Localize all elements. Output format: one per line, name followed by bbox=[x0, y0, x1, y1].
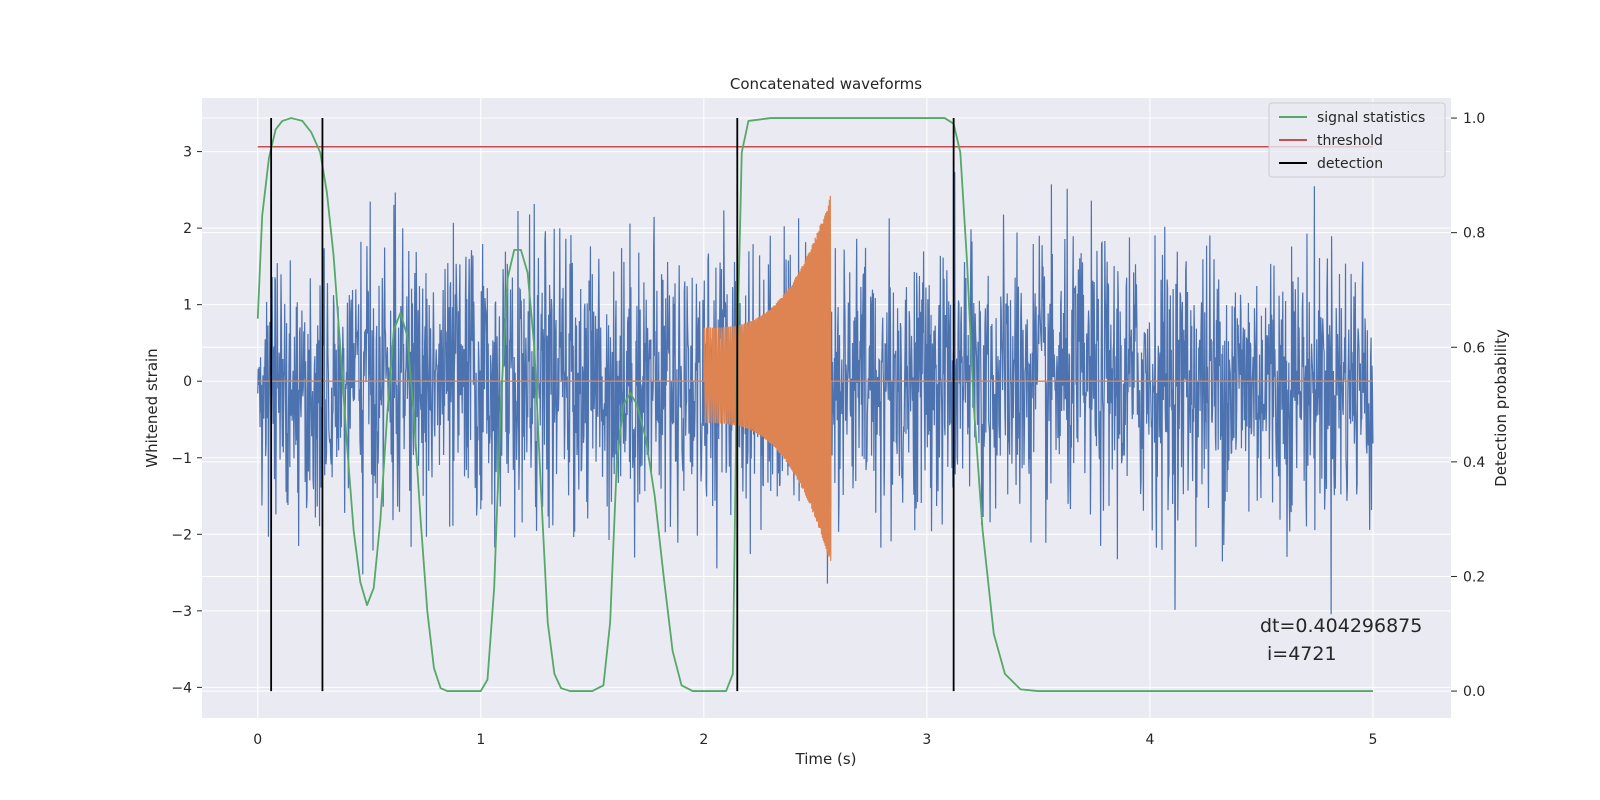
x-tick-label: 1 bbox=[476, 732, 485, 748]
y-axis-ticks: −4 −3 −2 −1 0 1 2 3 bbox=[171, 145, 202, 696]
injected-waveform-series bbox=[257, 195, 1373, 561]
y-tick-label: −4 bbox=[171, 680, 192, 696]
y-tick-label: 1 bbox=[183, 298, 192, 314]
y-tick-label: −2 bbox=[171, 527, 192, 543]
legend-label-detection: detection bbox=[1317, 156, 1383, 172]
y-tick-label: 0 bbox=[183, 374, 192, 390]
legend-label-signal-statistics: signal statistics bbox=[1317, 110, 1425, 126]
y-tick-label: −3 bbox=[171, 604, 192, 620]
y2-axis-ticks: 0.0 0.2 0.4 0.6 0.8 1.0 bbox=[1451, 111, 1485, 700]
signal-statistics-line bbox=[256, 117, 1373, 692]
legend: signal statistics threshold detection bbox=[1268, 102, 1446, 178]
y2-tick-label: 0.4 bbox=[1463, 455, 1485, 471]
x-tick-label: 0 bbox=[253, 732, 262, 748]
annotation-i: i=4721 bbox=[1267, 643, 1337, 665]
x-tick-label: 3 bbox=[922, 732, 931, 748]
x-tick-label: 2 bbox=[699, 732, 708, 748]
injected-waveform-line bbox=[703, 195, 832, 561]
x-axis-ticks: 0 1 2 3 4 5 bbox=[253, 732, 1377, 748]
y2-tick-label: 1.0 bbox=[1463, 111, 1485, 127]
y2-tick-label: 0.0 bbox=[1463, 684, 1485, 700]
y2-tick-label: 0.2 bbox=[1463, 569, 1485, 585]
annotation-dt: dt=0.404296875 bbox=[1260, 615, 1422, 637]
y-tick-label: 3 bbox=[183, 145, 192, 161]
legend-label-threshold: threshold bbox=[1317, 133, 1383, 149]
legend-box bbox=[1268, 102, 1446, 178]
x-tick-label: 5 bbox=[1368, 732, 1377, 748]
y2-tick-label: 0.6 bbox=[1463, 340, 1485, 356]
detection-series bbox=[270, 118, 955, 692]
chart-title: Concatenated waveforms bbox=[730, 75, 922, 93]
y-axis-label: Whitened strain bbox=[143, 348, 161, 467]
y-tick-label: 2 bbox=[183, 221, 192, 237]
y2-axis-label: Detection probability bbox=[1492, 329, 1510, 487]
x-axis-label: Time (s) bbox=[795, 750, 857, 768]
signal-statistics-series bbox=[256, 117, 1373, 692]
y2-tick-label: 0.8 bbox=[1463, 226, 1485, 242]
x-tick-label: 4 bbox=[1145, 732, 1154, 748]
y-tick-label: −1 bbox=[171, 451, 192, 467]
